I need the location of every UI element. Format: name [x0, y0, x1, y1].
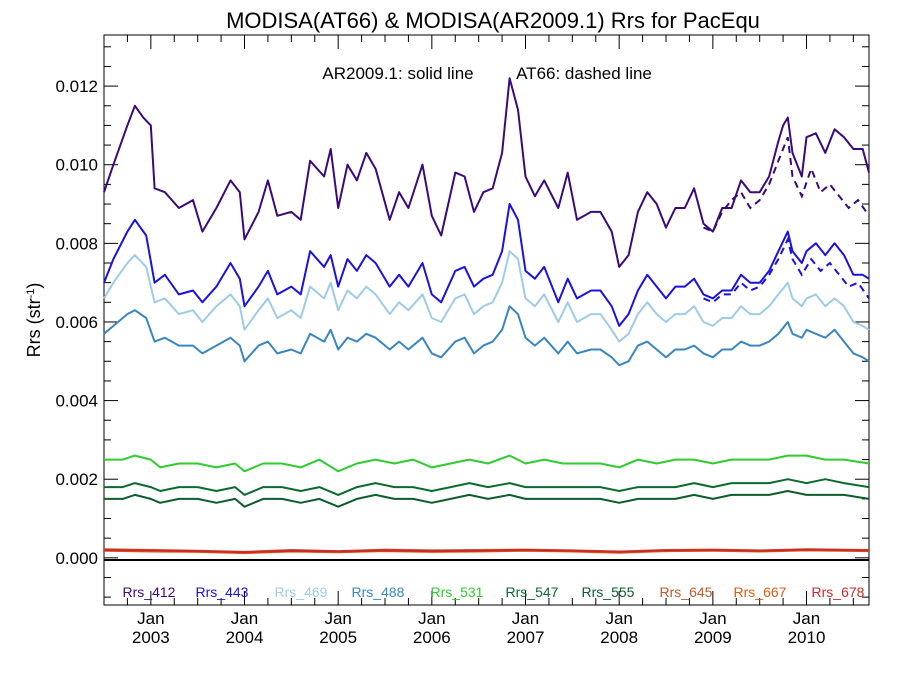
plot-frame	[103, 34, 870, 606]
annotation-solid-line: AR2009.1: solid line	[322, 64, 473, 83]
y-axis-label-close: )	[24, 283, 44, 289]
chart-title: MODISA(AT66) & MODISA(AR2009.1) Rrs for …	[226, 8, 760, 33]
legend-entry: Rrs_667	[734, 584, 787, 600]
y-tick-labels: 0.000 0.002 0.004 0.006 0.008 0.010 0.012	[55, 77, 98, 568]
series-rrs-443	[103, 203, 870, 327]
x-tick-month: Jan	[605, 609, 632, 628]
series-rrs-488	[103, 305, 870, 367]
series-solid-line	[104, 478, 870, 496]
x-tick-month: Jan	[137, 609, 164, 628]
series-solid-line	[103, 305, 870, 367]
legend-entry: Rrs_645	[660, 584, 713, 600]
legend-entry: Rrs_469	[275, 584, 328, 600]
legend-entry: Rrs_555	[582, 584, 635, 600]
x-tick-year: 2004	[226, 628, 264, 647]
x-tick-month: Jan	[231, 609, 258, 628]
series-solid-line	[103, 548, 870, 554]
series-solid-line	[104, 490, 870, 508]
series-solid-line	[103, 203, 870, 327]
legend-entry: Rrs_443	[196, 584, 249, 600]
y-tick-label: 0.000	[55, 549, 98, 568]
y-tick-label: 0.002	[55, 470, 98, 489]
x-tick-month: Jan	[699, 609, 726, 628]
axis-ticks	[103, 35, 869, 605]
y-tick-label: 0.008	[55, 234, 98, 253]
y-tick-label: 0.004	[55, 392, 98, 411]
series-solid-line	[103, 77, 870, 268]
y-axis-label: Rrs (str-1)	[24, 283, 44, 358]
x-tick-year: 2008	[600, 628, 638, 647]
x-tick-month: Jan	[324, 609, 351, 628]
legend-entry: Rrs_547	[506, 584, 559, 600]
y-tick-label: 0.012	[55, 77, 98, 96]
x-tick-year: 2005	[319, 628, 357, 647]
series-dashed-line	[703, 136, 870, 233]
legend-entry: Rrs_531	[431, 584, 484, 600]
legend-entry: Rrs_412	[123, 584, 176, 600]
y-axis-label-main: Rrs (str	[24, 298, 44, 357]
series-rrs-555	[104, 490, 870, 508]
series-rrs-678	[103, 548, 870, 554]
x-tick-year: 2009	[694, 628, 732, 647]
x-tick-month: Jan	[418, 609, 445, 628]
x-tick-year: 2006	[413, 628, 451, 647]
x-tick-year: 2010	[788, 628, 826, 647]
series-rrs-469	[103, 250, 870, 343]
legend-entry: Rrs_678	[812, 584, 865, 600]
series-rrs-547	[104, 478, 870, 496]
x-tick-month: Jan	[512, 609, 539, 628]
y-tick-label: 0.010	[55, 156, 98, 175]
x-tick-year: 2007	[507, 628, 545, 647]
series-rrs-412	[103, 77, 870, 268]
y-tick-label: 0.006	[55, 313, 98, 332]
series-dashed-line	[703, 236, 870, 304]
annotation-dashed-line: AT66: dashed line	[516, 64, 652, 83]
x-tick-labels: Jan2003Jan2004Jan2005Jan2006Jan2007Jan20…	[132, 609, 826, 647]
series-layer	[103, 77, 870, 555]
series-rrs-531	[104, 454, 870, 473]
legend-entry: Rrs_488	[352, 584, 405, 600]
series-solid-line	[104, 454, 870, 473]
x-tick-month: Jan	[793, 609, 820, 628]
y-axis-label-sup: -1	[25, 289, 37, 299]
legend: Rrs_412 Rrs_443 Rrs_469 Rrs_488 Rrs_531 Rrs_5…	[123, 584, 865, 600]
series-solid-line	[103, 250, 870, 343]
x-tick-year: 2003	[132, 628, 170, 647]
